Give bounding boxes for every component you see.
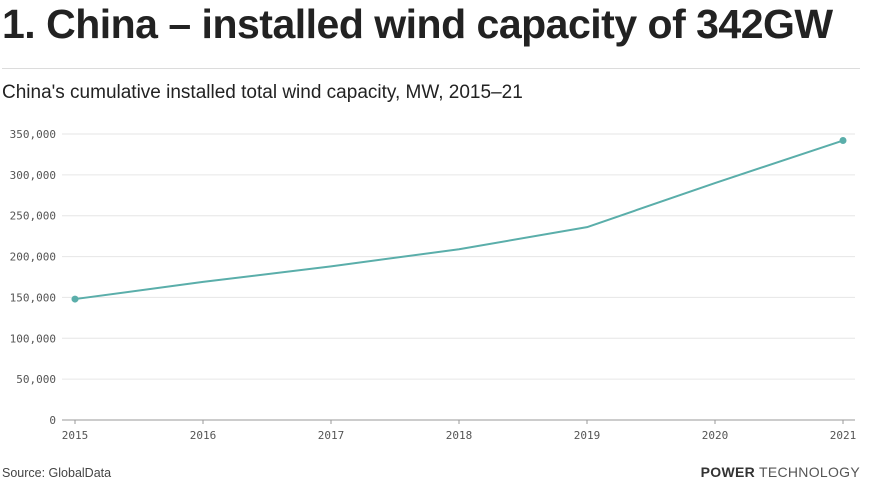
series-layer	[71, 137, 847, 303]
chart-title: China's cumulative installed total wind …	[2, 82, 523, 103]
endpoint-marker	[71, 295, 79, 303]
x-tick-label: 2015	[62, 429, 89, 442]
y-tick-label: 250,000	[10, 210, 56, 223]
x-tick-label: 2018	[446, 429, 473, 442]
x-tick-label: 2020	[702, 429, 729, 442]
series-line	[74, 139, 844, 301]
x-axis-ticks: 2015 2016 2017 2018 2019 2020 2021	[62, 420, 857, 442]
endpoint-marker	[839, 137, 847, 145]
x-tick-label: 2019	[574, 429, 601, 442]
y-tick-label: 0	[49, 414, 56, 427]
y-tick-label: 150,000	[10, 291, 56, 304]
brand-technology: TECHNOLOGY	[758, 464, 860, 480]
grid-lines	[62, 133, 855, 421]
y-tick-label: 300,000	[10, 169, 56, 182]
headline: 1. China – installed wind capacity of 34…	[2, 1, 833, 47]
divider	[2, 68, 860, 69]
y-tick-label: 350,000	[10, 128, 56, 141]
brand-logo: POWER TECHNOLOGY	[701, 464, 860, 480]
brand-power: POWER	[700, 464, 756, 480]
line-chart: 0 50,000 100,000 150,000 200,000 250,000 300,0…	[10, 128, 857, 442]
x-tick-label: 2016	[190, 429, 217, 442]
y-axis-ticks: 0 50,000 100,000 150,000 200,000 250,000 300,0…	[10, 128, 56, 427]
x-tick-label: 2017	[318, 429, 345, 442]
y-tick-label: 100,000	[10, 332, 56, 345]
x-tick-label: 2021	[830, 429, 857, 442]
y-tick-label: 50,000	[16, 373, 56, 386]
y-tick-label: 200,000	[10, 251, 56, 264]
source-note: Source: GlobalData	[2, 466, 112, 480]
